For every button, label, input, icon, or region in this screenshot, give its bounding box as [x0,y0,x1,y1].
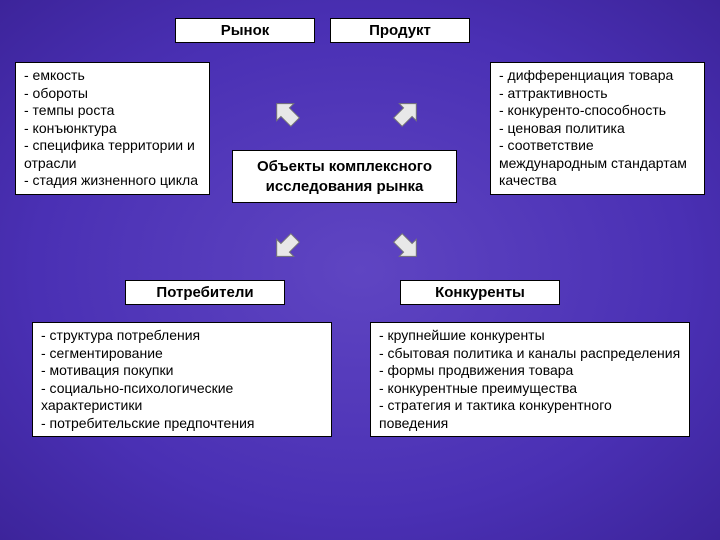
box-consumers: - структура потребления - сегментировани… [32,322,332,437]
header-competitors: Конкуренты [400,280,560,305]
header-product: Продукт [330,18,470,43]
arrow-bottom-right [385,225,425,265]
box-market: - емкость - обороты - темпы роста - конъ… [15,62,210,195]
box-competitors: - крупнейшие конкуренты - сбытовая полит… [370,322,690,437]
arrow-top-left [268,95,308,135]
center-line1: Объекты комплексного [257,158,432,175]
box-product: - дифференциация товара - аттрактивность… [490,62,705,195]
center-box: Объекты комплексного исследования рынка [232,150,457,203]
arrow-bottom-left [268,225,308,265]
center-line2: исследования рынка [266,178,424,195]
arrow-top-right [385,95,425,135]
header-market: Рынок [175,18,315,43]
header-consumers: Потребители [125,280,285,305]
